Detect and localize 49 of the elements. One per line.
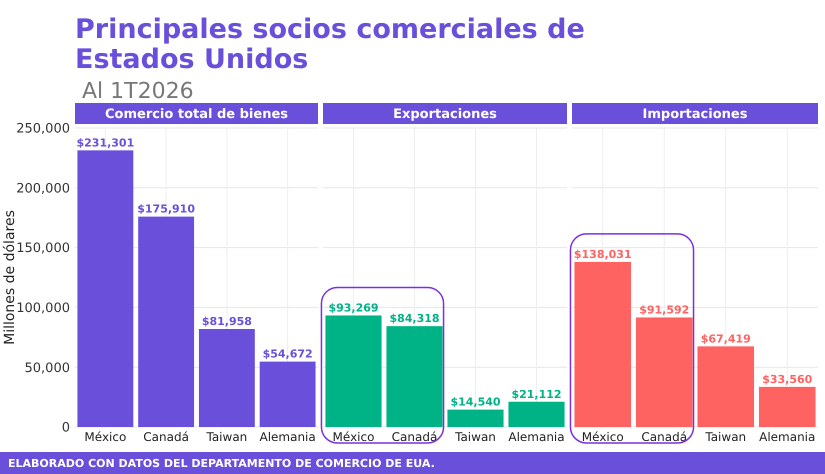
bar — [636, 317, 693, 427]
y-tick-label: 100,000 — [16, 300, 70, 316]
y-tick-label: 150,000 — [16, 241, 70, 256]
bar — [138, 216, 194, 427]
bar — [447, 410, 504, 427]
text: ELABORADO CON DATOS DEL DEPARTAMENTO DE COMERCIO DE EUA. — [8, 457, 435, 470]
y-tick-label: 50,000 — [24, 360, 70, 376]
data-label: $81,958 — [202, 314, 252, 328]
text: Al 1T2026 — [82, 79, 194, 104]
data-label: $54,672 — [262, 348, 313, 361]
data-label: $21,112 — [511, 388, 562, 401]
text: Principales socios comerciales de Estados Unidos — [75, 14, 585, 75]
bar — [758, 386, 816, 427]
x-tick-label: Taiwan — [704, 430, 746, 444]
data-label: $231,301 — [76, 136, 134, 150]
data-label: $67,419 — [700, 332, 751, 346]
data-label: $175,910 — [137, 202, 196, 216]
data-label: $93,269 — [328, 301, 379, 314]
x-tick-label: México — [582, 430, 624, 444]
data-label: $14,540 — [450, 396, 501, 409]
bar — [508, 402, 565, 427]
x-tick-label: Taiwan — [205, 430, 248, 444]
data-label: $84,318 — [389, 312, 440, 326]
data-label: $138,031 — [574, 248, 632, 261]
x-tick-label: Canadá — [392, 430, 438, 444]
x-tick-label: México — [84, 430, 126, 444]
y-tick-label: 250,000 — [16, 122, 70, 137]
chart-title: Exportaciones — [393, 107, 498, 122]
chart-title: Comercio total de bienes — [104, 107, 288, 122]
bar — [697, 346, 754, 427]
bar — [198, 328, 255, 427]
y-axis-title: Millones de dólares — [2, 210, 18, 345]
x-tick-label: Canadá — [641, 430, 688, 444]
x-tick-label: Alemania — [759, 430, 816, 444]
bar — [386, 326, 443, 427]
bar — [77, 150, 134, 427]
data-label: $91,592 — [639, 303, 690, 316]
y-tick-label: 0 — [62, 420, 70, 436]
y-tick-label: 200,000 — [16, 181, 70, 196]
chart-title: Importaciones — [642, 107, 748, 122]
data-label: $33,560 — [762, 372, 813, 386]
x-tick-label: Taiwan — [454, 430, 496, 444]
bar — [325, 315, 382, 427]
bar — [260, 362, 316, 427]
x-tick-label: Canadá — [143, 430, 189, 444]
x-tick-label: Alemania — [508, 430, 565, 444]
x-tick-label: Alemania — [259, 430, 316, 444]
x-tick-label: México — [332, 430, 374, 444]
bar — [574, 262, 632, 427]
